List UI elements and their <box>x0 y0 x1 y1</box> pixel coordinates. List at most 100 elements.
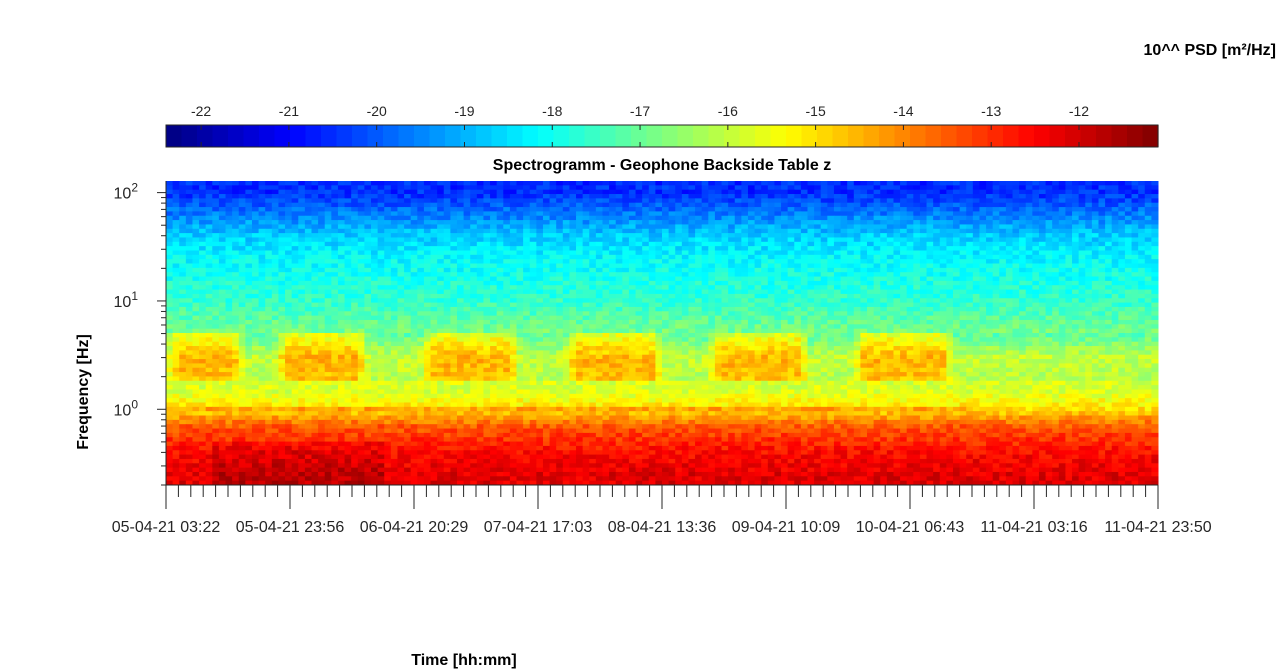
heatmap-cell <box>675 311 683 317</box>
heatmap-cell <box>933 263 941 269</box>
heatmap-cell <box>443 298 451 304</box>
heatmap-cell <box>827 302 835 308</box>
heatmap-cell <box>695 311 703 317</box>
heatmap-cell <box>1032 298 1040 304</box>
heatmap-cell <box>708 207 716 212</box>
heatmap-cell <box>1085 267 1093 273</box>
heatmap-cell <box>423 259 432 265</box>
heatmap-cell <box>490 220 498 225</box>
heatmap-cell <box>443 224 451 230</box>
heatmap-cell <box>952 185 961 191</box>
heatmap-cell <box>1005 194 1013 199</box>
heatmap-cell <box>311 298 319 304</box>
heatmap-cell <box>602 250 610 256</box>
heatmap-cell <box>483 311 491 317</box>
heatmap-cell <box>774 228 782 234</box>
heatmap-cell <box>1085 289 1093 295</box>
heatmap-cell <box>1111 202 1119 208</box>
heatmap-cell <box>324 241 332 247</box>
heatmap-cell <box>582 254 590 260</box>
heatmap-cell <box>906 237 914 243</box>
heatmap-cell <box>516 254 524 260</box>
heatmap-cell <box>695 285 703 291</box>
heatmap-cell <box>880 220 888 225</box>
heatmap-cell <box>919 311 928 317</box>
heatmap-cell <box>483 302 491 308</box>
heatmap-cell <box>1124 280 1133 286</box>
heatmap-cell <box>450 211 458 217</box>
heatmap-cell <box>331 194 339 199</box>
heatmap-cell <box>972 194 980 199</box>
heatmap-cell <box>628 228 637 234</box>
heatmap-cell <box>225 293 233 299</box>
heatmap-cell <box>827 259 835 265</box>
heatmap-cell <box>371 267 379 273</box>
heatmap-cell <box>1005 280 1013 286</box>
heatmap-cell <box>218 224 227 230</box>
heatmap-cell <box>291 224 299 230</box>
heatmap-cell <box>589 198 597 204</box>
heatmap-cell <box>827 185 835 191</box>
heatmap-cell <box>1052 289 1060 295</box>
heatmap-cell <box>271 228 279 234</box>
heatmap-cell <box>1032 254 1040 260</box>
heatmap-cell <box>549 272 557 278</box>
heatmap-cell <box>761 211 769 217</box>
heatmap-cell <box>774 302 782 308</box>
heatmap-cell <box>1019 250 1027 256</box>
heatmap-cell <box>238 280 246 286</box>
heatmap-cell <box>959 194 967 199</box>
heatmap-cell <box>179 276 187 282</box>
heatmap-cell <box>1151 181 1159 186</box>
heatmap-cell <box>364 224 372 230</box>
heatmap-cell <box>701 293 709 299</box>
heatmap-cell <box>688 181 696 186</box>
heatmap-cell <box>807 241 815 247</box>
heatmap-cell <box>271 254 279 260</box>
heatmap-cell <box>166 306 174 312</box>
heatmap-cell <box>860 185 868 191</box>
heatmap-cell <box>291 198 299 204</box>
colorbar-swatch <box>987 125 1004 147</box>
heatmap-cell <box>701 237 709 243</box>
heatmap-cell <box>595 215 603 221</box>
heatmap-cell <box>232 259 240 265</box>
heatmap-cell <box>1124 306 1133 312</box>
heatmap-cell <box>1065 306 1073 312</box>
heatmap-cell <box>893 246 901 251</box>
heatmap-cell <box>298 267 306 273</box>
heatmap-cell <box>952 189 961 195</box>
heatmap-cell <box>397 319 405 325</box>
heatmap-cell <box>800 224 808 230</box>
heatmap-cell <box>615 298 623 304</box>
heatmap-cell <box>192 311 200 317</box>
heatmap-cell <box>1038 263 1047 269</box>
heatmap-cell <box>556 259 564 265</box>
heatmap-cell <box>238 228 246 234</box>
heatmap-cell <box>172 241 180 247</box>
heatmap-cell <box>820 302 828 308</box>
heatmap-cell <box>192 198 200 204</box>
heatmap-cell <box>1118 246 1126 251</box>
heatmap-cell <box>827 289 835 295</box>
heatmap-cell <box>992 215 1000 221</box>
heatmap-cell <box>232 241 240 247</box>
heatmap-cell <box>840 315 848 321</box>
heatmap-cell <box>377 246 385 251</box>
heatmap-cell <box>946 306 954 312</box>
heatmap-cell <box>754 259 762 265</box>
heatmap-cell <box>1025 293 1033 299</box>
heatmap-cell <box>807 293 815 299</box>
heatmap-cell <box>549 315 557 321</box>
heatmap-cell <box>503 207 511 212</box>
heatmap-cell <box>271 280 279 286</box>
heatmap-cell <box>456 224 465 230</box>
heatmap-cell <box>767 185 775 191</box>
heatmap-cell <box>199 250 207 256</box>
heatmap-cell <box>304 280 312 286</box>
heatmap-cell <box>635 241 643 247</box>
heatmap-cell <box>569 276 577 282</box>
heatmap-cell <box>992 315 1000 321</box>
heatmap-cell <box>701 306 709 312</box>
heatmap-cell <box>1038 285 1047 291</box>
